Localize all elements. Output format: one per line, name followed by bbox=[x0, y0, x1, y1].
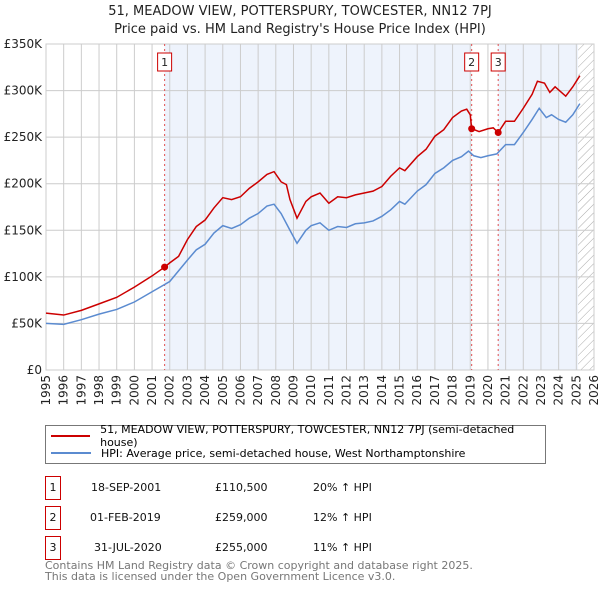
legend-item-property: 51, MEADOW VIEW, POTTERSPURY, TOWCESTER,… bbox=[51, 423, 545, 449]
sale-price: £110,500 bbox=[215, 481, 268, 494]
hpi-line bbox=[45, 103, 581, 326]
x-tick-label: 2014 bbox=[375, 375, 389, 406]
x-tick-label: 2021 bbox=[499, 375, 513, 406]
sale-number-box bbox=[464, 52, 480, 72]
y-tick-label: £300K bbox=[4, 84, 44, 98]
sale-hpi: 20% ↑ HPI bbox=[313, 481, 372, 494]
sale-number-box bbox=[490, 52, 506, 72]
x-tick-label: 2005 bbox=[216, 375, 230, 406]
x-tick-label: 2015 bbox=[393, 375, 407, 406]
sale-date: 01-FEB-2019 bbox=[90, 511, 161, 524]
forecast-hatch bbox=[578, 44, 594, 370]
owned-period-shade bbox=[164, 44, 472, 370]
x-tick-label: 2004 bbox=[198, 375, 212, 406]
sale-date: 18-SEP-2001 bbox=[91, 481, 162, 494]
x-tick-label: 2025 bbox=[569, 375, 583, 406]
sale-number-label: 1 bbox=[161, 56, 168, 69]
sale-badge: 2 bbox=[45, 506, 61, 530]
y-tick-label: £150K bbox=[4, 223, 44, 237]
sale-price: £255,000 bbox=[215, 541, 268, 554]
x-tick-label: 2026 bbox=[587, 375, 600, 406]
x-tick-label: 1995 bbox=[39, 375, 53, 406]
x-tick-label: 2007 bbox=[251, 375, 265, 406]
legend: 51, MEADOW VIEW, POTTERSPURY, TOWCESTER,… bbox=[45, 423, 546, 464]
sale-point bbox=[494, 128, 502, 136]
x-tick-label: 2003 bbox=[180, 375, 194, 406]
x-tick-label: 2017 bbox=[428, 375, 442, 406]
x-tick-label: 2013 bbox=[357, 375, 371, 406]
x-tick-label: 2011 bbox=[322, 375, 336, 406]
blue-line-swatch bbox=[51, 452, 91, 454]
x-tick-label: 2002 bbox=[163, 375, 177, 406]
property-price-line bbox=[45, 75, 581, 316]
legend-label-property: 51, MEADOW VIEW, POTTERSPURY, TOWCESTER,… bbox=[100, 423, 515, 449]
sale-date: 31-JUL-2020 bbox=[94, 541, 162, 554]
x-tick-label: 2022 bbox=[516, 375, 530, 406]
x-tick-label: 2010 bbox=[304, 375, 318, 406]
x-tick-label: 2019 bbox=[463, 375, 477, 406]
x-tick-label: 2018 bbox=[446, 375, 460, 406]
legend-label-hpi: HPI: Average price, semi-detached house,… bbox=[101, 446, 466, 460]
y-tick-label: £350K bbox=[4, 37, 44, 51]
x-tick-label: 1998 bbox=[92, 375, 106, 406]
sale-point bbox=[468, 125, 476, 133]
x-tick-label: 1999 bbox=[110, 375, 124, 406]
sale-price: £259,000 bbox=[215, 511, 268, 524]
sale-badge: 3 bbox=[45, 536, 61, 560]
footer: Contains HM Land Registry data © Crown c… bbox=[45, 560, 473, 582]
y-tick-label: £0 bbox=[27, 363, 42, 377]
x-tick-label: 2006 bbox=[233, 375, 247, 406]
owned-period-shade bbox=[498, 44, 579, 370]
legend-item-hpi: HPI: Average price, semi-detached house,… bbox=[51, 445, 465, 461]
sale-number-label: 3 bbox=[495, 56, 502, 69]
x-tick-label: 2016 bbox=[410, 375, 424, 406]
x-tick-label: 2023 bbox=[534, 375, 548, 406]
sale-hpi: 11% ↑ HPI bbox=[313, 541, 372, 554]
chart-subtitle: Price paid vs. HM Land Registry's House … bbox=[114, 22, 486, 37]
x-tick-label: 2020 bbox=[481, 375, 495, 406]
x-tick-label: 1997 bbox=[74, 375, 88, 406]
chart-title: 51, MEADOW VIEW, POTTERSPURY, TOWCESTER,… bbox=[108, 4, 492, 19]
sale-number-box bbox=[157, 52, 173, 72]
x-tick-label: 2001 bbox=[145, 375, 159, 406]
sale-number-label: 2 bbox=[468, 56, 475, 69]
x-tick-label: 2012 bbox=[340, 375, 354, 406]
x-tick-label: 1996 bbox=[57, 375, 71, 406]
price-chart: 1995 1996 1997 1998 1999 2000 2001 2002 2003 2004… bbox=[4, 37, 600, 406]
y-tick-label: £200K bbox=[4, 177, 44, 191]
sale-badge: 1 bbox=[45, 476, 61, 500]
x-tick-label: 2008 bbox=[269, 375, 283, 406]
x-tick-label: 2024 bbox=[552, 375, 566, 406]
x-tick-label: 2009 bbox=[286, 375, 300, 406]
sale-point bbox=[161, 263, 169, 271]
y-tick-label: £100K bbox=[4, 270, 44, 284]
x-tick-label: 2000 bbox=[127, 375, 141, 406]
plot-border bbox=[45, 43, 595, 371]
y-tick-label: £250K bbox=[4, 130, 44, 144]
footer-copyright: Contains HM Land Registry data © Crown c… bbox=[45, 559, 473, 572]
red-line-swatch bbox=[51, 435, 91, 437]
y-tick-label: £50K bbox=[11, 316, 43, 330]
footer-licence: This data is licensed under the Open Gov… bbox=[45, 570, 396, 583]
sale-hpi: 12% ↑ HPI bbox=[313, 511, 372, 524]
